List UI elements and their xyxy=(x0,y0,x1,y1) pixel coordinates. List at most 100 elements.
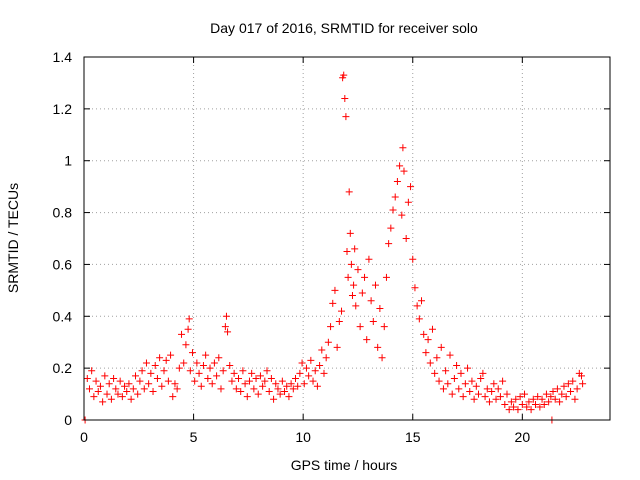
data-point xyxy=(354,266,362,274)
data-point xyxy=(446,351,454,359)
data-point xyxy=(338,307,346,315)
data-point xyxy=(250,385,258,393)
data-point xyxy=(149,387,157,395)
data-point xyxy=(411,284,419,292)
data-point xyxy=(180,359,188,367)
x-axis-label: GPS time / hours xyxy=(291,457,398,473)
data-point xyxy=(514,406,522,414)
data-point xyxy=(545,398,553,406)
data-point xyxy=(254,390,262,398)
data-point xyxy=(90,393,98,401)
data-point xyxy=(516,393,524,401)
data-point xyxy=(213,372,221,380)
data-point xyxy=(228,377,236,385)
data-point xyxy=(305,372,313,380)
data-point xyxy=(340,71,348,79)
data-point xyxy=(507,398,515,406)
data-point xyxy=(391,193,399,201)
data-point xyxy=(367,297,375,305)
data-point xyxy=(162,356,170,364)
data-point xyxy=(235,375,243,383)
data-point xyxy=(475,390,482,398)
data-point xyxy=(136,377,144,385)
data-point xyxy=(433,354,441,362)
data-point xyxy=(285,393,293,401)
data-point xyxy=(324,338,332,346)
data-point xyxy=(420,330,428,338)
data-point xyxy=(178,330,186,338)
data-point xyxy=(145,380,153,388)
data-point xyxy=(448,390,456,398)
data-point xyxy=(173,385,181,393)
data-point xyxy=(351,245,359,253)
y-tick-label: 0.2 xyxy=(53,360,73,376)
data-point xyxy=(350,281,358,289)
data-point xyxy=(510,403,518,411)
data-point xyxy=(287,380,295,388)
data-point xyxy=(578,372,586,380)
data-point xyxy=(226,362,234,370)
data-point xyxy=(531,400,539,408)
data-point xyxy=(85,385,93,393)
data-point xyxy=(468,377,476,385)
data-point xyxy=(518,400,526,408)
data-point xyxy=(217,385,225,393)
data-point xyxy=(121,382,129,390)
data-point xyxy=(496,393,504,401)
data-point xyxy=(138,367,146,375)
data-point xyxy=(222,312,230,320)
data-point xyxy=(490,380,498,388)
data-point xyxy=(358,289,366,297)
data-point xyxy=(103,390,111,398)
data-point xyxy=(331,286,339,294)
data-point xyxy=(523,403,531,411)
y-tick-labels: 0 0.2 0.4 0.6 0.8 1 1.2 1.4 xyxy=(53,49,73,428)
data-point xyxy=(567,387,575,395)
data-point xyxy=(396,162,404,170)
data-point xyxy=(512,395,520,403)
data-point xyxy=(118,393,126,401)
data-point xyxy=(309,377,317,385)
data-point xyxy=(316,362,324,370)
data-point xyxy=(492,395,500,403)
data-point xyxy=(426,359,434,367)
data-point xyxy=(112,385,120,393)
data-point xyxy=(195,369,203,377)
data-point xyxy=(347,260,355,268)
data-point xyxy=(547,393,555,401)
data-point xyxy=(270,395,278,403)
data-point xyxy=(579,380,587,388)
data-point xyxy=(342,113,350,121)
data-point xyxy=(289,385,297,393)
data-point xyxy=(278,377,286,385)
data-point xyxy=(435,377,443,385)
data-point xyxy=(418,297,426,305)
data-point xyxy=(341,94,349,102)
data-point xyxy=(320,369,328,377)
data-point xyxy=(527,406,535,414)
data-point xyxy=(573,385,581,393)
data-point xyxy=(382,273,390,281)
data-point xyxy=(503,390,511,398)
data-point xyxy=(413,302,421,310)
data-point xyxy=(105,380,113,388)
data-point xyxy=(335,317,343,325)
data-point xyxy=(466,387,474,395)
y-tick-label: 0.8 xyxy=(53,205,73,221)
data-point xyxy=(245,377,253,385)
data-point xyxy=(422,349,430,357)
data-point xyxy=(140,385,148,393)
data-point xyxy=(188,349,196,357)
y-tick-label: 1 xyxy=(64,153,72,169)
data-point xyxy=(344,273,352,281)
data-point xyxy=(346,229,354,237)
data-point xyxy=(540,400,548,408)
data-point xyxy=(294,382,302,390)
x-tick-label: 15 xyxy=(405,429,421,445)
data-point xyxy=(241,380,249,388)
data-point xyxy=(399,144,407,152)
data-point xyxy=(481,393,489,401)
data-point xyxy=(485,398,493,406)
data-point xyxy=(116,377,124,385)
data-point xyxy=(256,372,264,380)
